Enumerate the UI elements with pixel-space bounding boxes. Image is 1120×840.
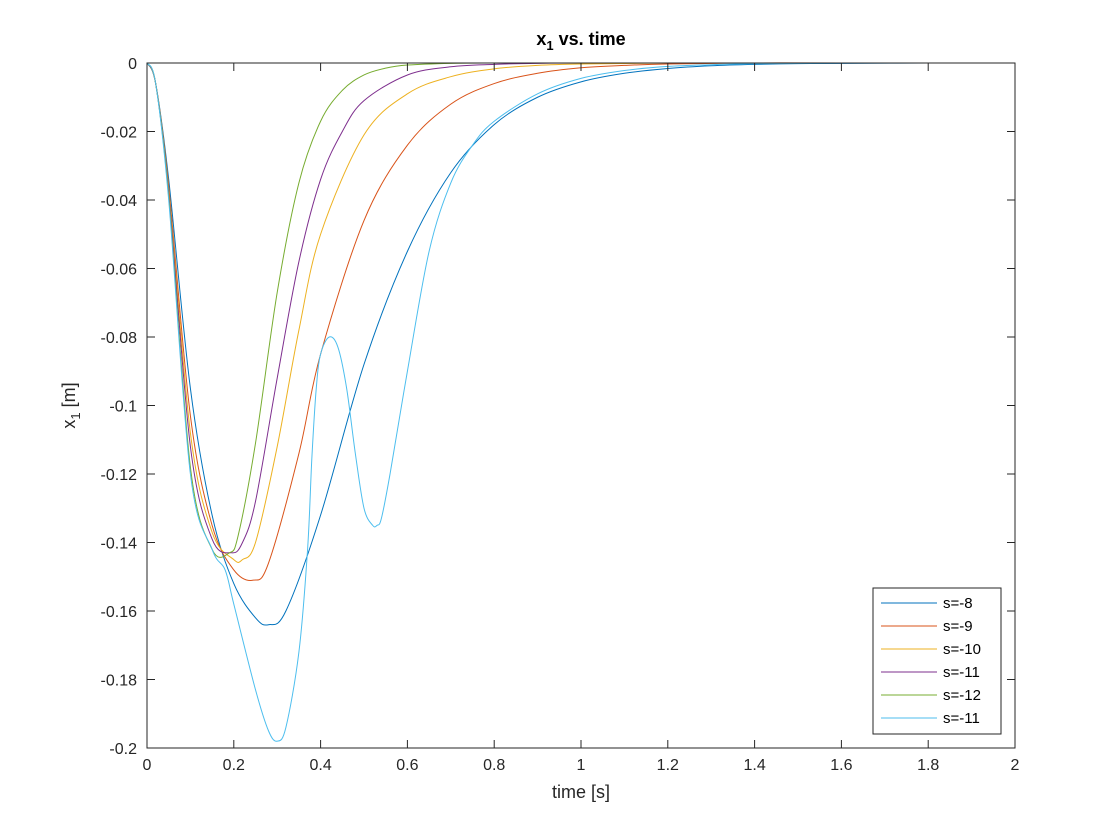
axes-background — [147, 63, 1015, 748]
x-tick-label: 1.4 — [743, 757, 765, 774]
y-tick-label: -0.16 — [101, 604, 138, 621]
y-axis-label: x1 [m] — [59, 382, 83, 428]
x-tick-label: 0.6 — [396, 757, 418, 774]
x-tick-label: 2 — [1011, 757, 1020, 774]
y-tick-label: 0 — [128, 56, 137, 73]
y-ticks: 0 -0.02 -0.04 -0.06 -0.08 -0.1 -0.12 -0.14 -0.16… — [101, 56, 1015, 758]
legend-label: s=-10 — [943, 641, 981, 658]
x-tick-label: 0.8 — [483, 757, 505, 774]
ylabel-subscript: 1 — [68, 412, 83, 419]
y-tick-label: -0.14 — [101, 536, 138, 553]
legend-entries: s=-8 s=-9 s=-10 s=-11 s=-12 s=-11 — [881, 595, 981, 727]
x-tick-label: 1 — [577, 757, 586, 774]
y-tick-label: -0.12 — [101, 467, 138, 484]
y-tick-label: -0.18 — [101, 673, 138, 690]
x-axis-label: time [s] — [552, 782, 610, 802]
legend-label: s=-8 — [943, 595, 973, 612]
legend-label: s=-11 — [943, 664, 980, 681]
y-tick-label: -0.02 — [101, 125, 138, 142]
y-tick-label: -0.06 — [101, 262, 138, 279]
x-tick-label: 0.2 — [223, 757, 245, 774]
ylabel-rest: [m] — [59, 382, 79, 412]
ylabel-main: x — [59, 420, 79, 429]
x-tick-label: 0.4 — [309, 757, 331, 774]
series-line-3 — [146, 62, 1015, 563]
legend: s=-8 s=-9 s=-10 s=-11 s=-12 s=-11 — [872, 587, 1002, 735]
x-ticks: 0 0.2 0.4 0.6 0.8 1 1.2 1.4 1.6 1.8 2 — [143, 63, 1020, 774]
y-tick-label: -0.1 — [109, 399, 137, 416]
title-rest: vs. time — [554, 29, 626, 49]
chart-title: x1 vs. time — [536, 29, 625, 53]
legend-box — [872, 587, 1002, 735]
series-line-6 — [146, 62, 1016, 742]
title-subscript: 1 — [546, 38, 553, 53]
y-tick-label: -0.04 — [101, 193, 138, 210]
x-tick-label: 1.8 — [917, 757, 939, 774]
legend-label: s=-9 — [943, 618, 973, 635]
y-tick-label: -0.2 — [109, 741, 137, 758]
title-main: x — [536, 29, 546, 49]
x-tick-label: 1.2 — [657, 757, 679, 774]
legend-label: s=-12 — [943, 687, 981, 704]
x-tick-label: 0 — [143, 757, 152, 774]
y-tick-label: -0.08 — [101, 330, 138, 347]
x-tick-label: 1.6 — [830, 757, 852, 774]
legend-label: s=-11 — [943, 710, 980, 727]
